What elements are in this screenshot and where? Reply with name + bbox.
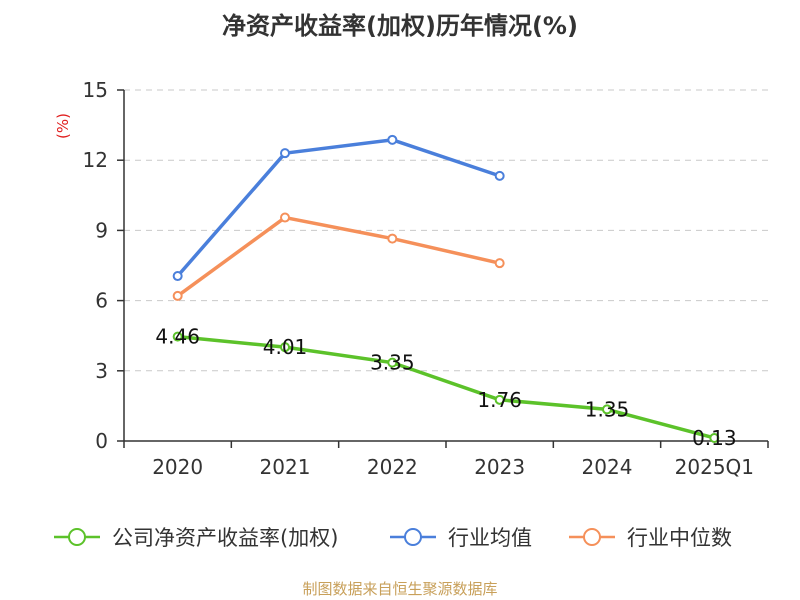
- data-labels: 4.46 4.01 3.35 1.76 1.35 0.13: [155, 325, 736, 450]
- y-axis-ticks: 0 3 6 9 12 15: [83, 78, 124, 453]
- data-point[interactable]: [280, 212, 290, 223]
- x-axis-ticks: 2020 2021 2022 2023 2024 2025Q1: [123, 441, 769, 479]
- x-tick-label: 2022: [367, 455, 418, 479]
- series-line-1: [176, 138, 501, 278]
- data-source-note: 制图数据来自恒生聚源数据库: [302, 580, 498, 598]
- legend-marker-icon: [68, 528, 86, 546]
- legend-item-1[interactable]: 行业均值: [390, 526, 532, 550]
- data-point[interactable]: [172, 271, 183, 282]
- y-tick-label: 12: [83, 148, 108, 172]
- data-point[interactable]: [494, 394, 505, 405]
- data-label: 4.46: [155, 325, 200, 349]
- data-point[interactable]: [602, 404, 612, 415]
- chart-title: 净资产收益率(加权)历年情况(%): [222, 12, 578, 40]
- legend-label: 行业均值: [448, 526, 532, 550]
- series-group: [172, 134, 720, 443]
- data-label: 1.76: [477, 388, 522, 412]
- data-point[interactable]: [280, 342, 290, 353]
- data-point[interactable]: [387, 134, 398, 145]
- legend-marker-icon: [583, 528, 601, 546]
- legend-marker-icon: [404, 528, 422, 546]
- series-line-2: [176, 215, 501, 298]
- x-tick-label: 2024: [582, 455, 633, 479]
- data-point[interactable]: [387, 357, 398, 368]
- legend-label: 公司净资产收益率(加权): [112, 526, 338, 550]
- y-tick-label: 3: [95, 359, 108, 383]
- data-label: 4.01: [263, 335, 308, 359]
- y-tick-label: 0: [95, 429, 108, 453]
- data-point[interactable]: [280, 148, 290, 159]
- x-tick-label: 2023: [474, 455, 525, 479]
- data-label: 3.35: [370, 351, 415, 375]
- x-tick-label: 2025Q1: [675, 455, 754, 479]
- y-tick-label: 9: [95, 218, 108, 242]
- x-tick-label: 2020: [152, 455, 203, 479]
- data-label: 1.35: [585, 397, 630, 421]
- data-point[interactable]: [709, 432, 720, 443]
- data-point[interactable]: [172, 290, 183, 301]
- data-point[interactable]: [494, 170, 505, 181]
- data-point[interactable]: [387, 233, 398, 244]
- legend-item-0[interactable]: 公司净资产收益率(加权): [54, 526, 338, 550]
- legend-item-2[interactable]: 行业中位数: [569, 526, 732, 550]
- x-tick-label: 2021: [260, 455, 311, 479]
- y-tick-label: 15: [83, 78, 108, 102]
- data-point[interactable]: [494, 258, 505, 269]
- legend-label: 行业中位数: [627, 526, 732, 550]
- series-line-0: [177, 334, 715, 440]
- grid-lines: [124, 89, 768, 372]
- y-axis-unit-label: (%): [54, 113, 72, 139]
- data-label: 0.13: [692, 426, 737, 450]
- y-tick-label: 6: [95, 289, 108, 313]
- legend[interactable]: 公司净资产收益率(加权) 行业均值 行业中位数: [54, 526, 732, 550]
- data-point[interactable]: [172, 331, 183, 342]
